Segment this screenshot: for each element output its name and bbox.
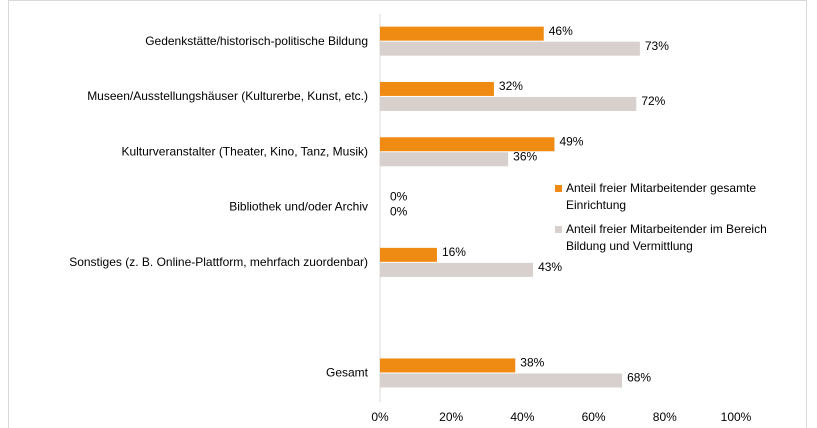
value-label: 49% (559, 134, 583, 148)
x-tick-label: 100% (721, 410, 752, 424)
y-tick-label: Bibliothek und/oder Archiv (229, 200, 368, 214)
bar (380, 358, 516, 373)
x-tick-label: 20% (439, 410, 463, 424)
bar (380, 262, 534, 277)
value-label: 0% (390, 205, 408, 219)
value-label: 72% (641, 94, 665, 108)
bar (380, 26, 544, 41)
x-tick-label: 0% (371, 410, 389, 424)
value-label: 0% (390, 190, 408, 204)
x-tick-label: 40% (510, 410, 534, 424)
value-label: 43% (538, 260, 562, 274)
value-label: 32% (499, 79, 523, 93)
bar (380, 41, 640, 56)
y-tick-label: Sonstiges (z. B. Online-Plattform, mehrf… (69, 255, 368, 269)
legend-swatch (555, 185, 562, 192)
legend-swatch (555, 226, 562, 233)
x-tick-label: 60% (582, 410, 606, 424)
bar (380, 373, 623, 388)
legend-label: Anteil freier Mitarbeitender im Bereich … (566, 222, 767, 253)
value-label: 46% (549, 24, 573, 38)
value-label: 16% (442, 245, 466, 259)
value-label: 73% (645, 39, 669, 53)
legend-label: Anteil freier Mitarbeitender gesamte Ein… (566, 181, 757, 212)
x-tick-label: 80% (653, 410, 677, 424)
bar (380, 247, 437, 262)
y-tick-label: Gedenkstätte/historisch-politische Bildu… (145, 34, 368, 48)
y-tick-label: Kulturveranstalter (Theater, Kino, Tanz,… (121, 144, 368, 158)
value-label: 38% (520, 356, 544, 370)
bar (380, 81, 494, 96)
y-tick-label: Museen/Ausstellungshäuser (Kulturerbe, K… (87, 89, 368, 103)
y-tick-label: Gesamt (326, 366, 369, 380)
chart-frame (8, 0, 807, 428)
value-label: 68% (627, 371, 651, 385)
bar (380, 152, 509, 167)
bar (380, 137, 555, 152)
value-label: 36% (513, 149, 537, 163)
bar (380, 96, 637, 111)
